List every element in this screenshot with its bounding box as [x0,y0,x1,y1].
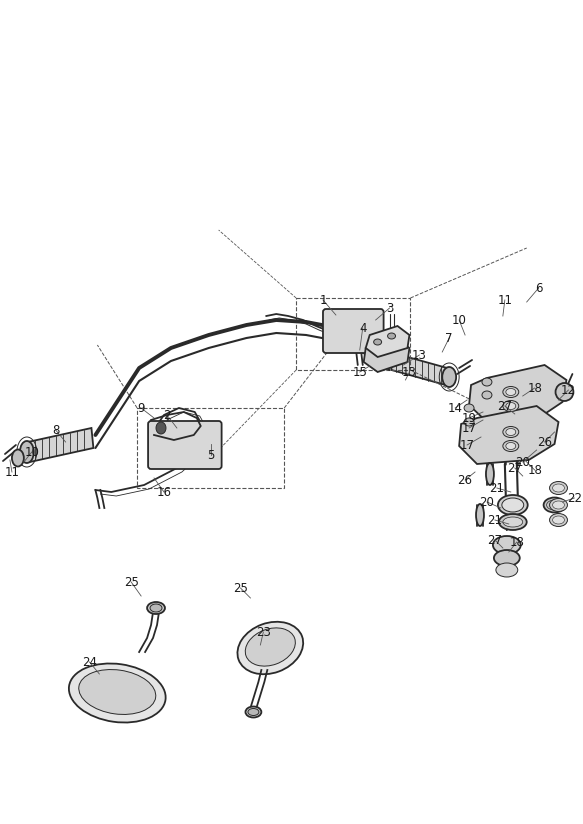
Ellipse shape [388,333,395,339]
Ellipse shape [69,663,166,723]
Ellipse shape [506,442,516,450]
Text: 20: 20 [479,495,494,508]
Polygon shape [389,352,449,386]
Text: 1: 1 [319,293,326,307]
FancyBboxPatch shape [323,309,384,353]
Polygon shape [364,338,409,372]
Ellipse shape [503,441,519,452]
Text: 16: 16 [156,485,171,499]
Ellipse shape [79,670,156,714]
Ellipse shape [496,563,518,577]
Ellipse shape [442,367,456,387]
Text: 27: 27 [497,400,512,413]
Ellipse shape [553,484,564,492]
Text: 11: 11 [497,293,512,307]
Text: 15: 15 [352,366,367,378]
Text: 18: 18 [510,536,524,549]
Text: 27: 27 [507,461,522,475]
Ellipse shape [506,402,516,410]
Ellipse shape [482,391,492,399]
Ellipse shape [503,517,523,527]
Bar [296,298,410,370]
Ellipse shape [543,498,566,513]
Ellipse shape [482,378,492,386]
Text: 2: 2 [163,409,171,422]
Text: 10: 10 [452,313,466,326]
Text: 20: 20 [515,456,530,469]
Ellipse shape [550,499,567,512]
Ellipse shape [503,400,519,411]
FancyBboxPatch shape [148,421,222,469]
Polygon shape [366,326,409,357]
Ellipse shape [150,604,162,612]
Text: 17: 17 [462,422,476,434]
Ellipse shape [553,501,564,509]
Ellipse shape [237,622,303,674]
Bar [137,408,285,488]
Text: 8: 8 [52,424,59,437]
Ellipse shape [156,422,166,434]
Ellipse shape [248,709,259,715]
Text: 19: 19 [462,411,476,424]
Ellipse shape [506,428,516,436]
Ellipse shape [494,550,520,566]
Text: 10: 10 [24,446,39,458]
Ellipse shape [20,441,34,463]
Text: 7: 7 [445,331,453,344]
Ellipse shape [245,628,296,666]
Text: 26: 26 [458,474,473,486]
Text: 21: 21 [489,481,504,494]
Ellipse shape [550,513,567,527]
Ellipse shape [493,536,521,554]
Polygon shape [28,428,93,462]
Ellipse shape [498,495,528,515]
Text: 6: 6 [535,282,542,294]
Text: 11: 11 [5,466,19,479]
Ellipse shape [476,504,484,526]
Text: 9: 9 [138,401,145,414]
Ellipse shape [506,388,516,396]
Text: 24: 24 [82,656,97,668]
Text: 4: 4 [359,321,367,335]
Ellipse shape [550,481,567,494]
Ellipse shape [499,514,526,530]
Ellipse shape [245,706,261,718]
Text: 12: 12 [561,383,576,396]
Ellipse shape [147,602,165,614]
Text: 3: 3 [386,302,394,315]
Text: 25: 25 [124,575,139,588]
Text: 18: 18 [527,464,542,476]
Text: 13: 13 [402,366,417,378]
Ellipse shape [502,498,524,512]
Text: 14: 14 [448,401,463,414]
Ellipse shape [12,450,24,466]
Polygon shape [469,365,567,422]
Ellipse shape [503,386,519,397]
Text: 27: 27 [487,533,503,546]
Ellipse shape [503,427,519,438]
Text: 5: 5 [207,448,215,461]
Ellipse shape [464,404,474,412]
Ellipse shape [464,418,474,426]
Text: 26: 26 [537,436,552,448]
Ellipse shape [486,463,494,485]
Text: 23: 23 [256,625,271,639]
Text: 25: 25 [233,582,248,594]
Ellipse shape [553,516,564,524]
Polygon shape [459,406,559,464]
Text: 21: 21 [487,513,503,527]
Text: 18: 18 [527,382,542,395]
Ellipse shape [556,383,574,401]
Text: 13: 13 [412,349,427,362]
Ellipse shape [374,339,382,345]
Text: 17: 17 [459,438,475,452]
Text: 22: 22 [567,491,582,504]
